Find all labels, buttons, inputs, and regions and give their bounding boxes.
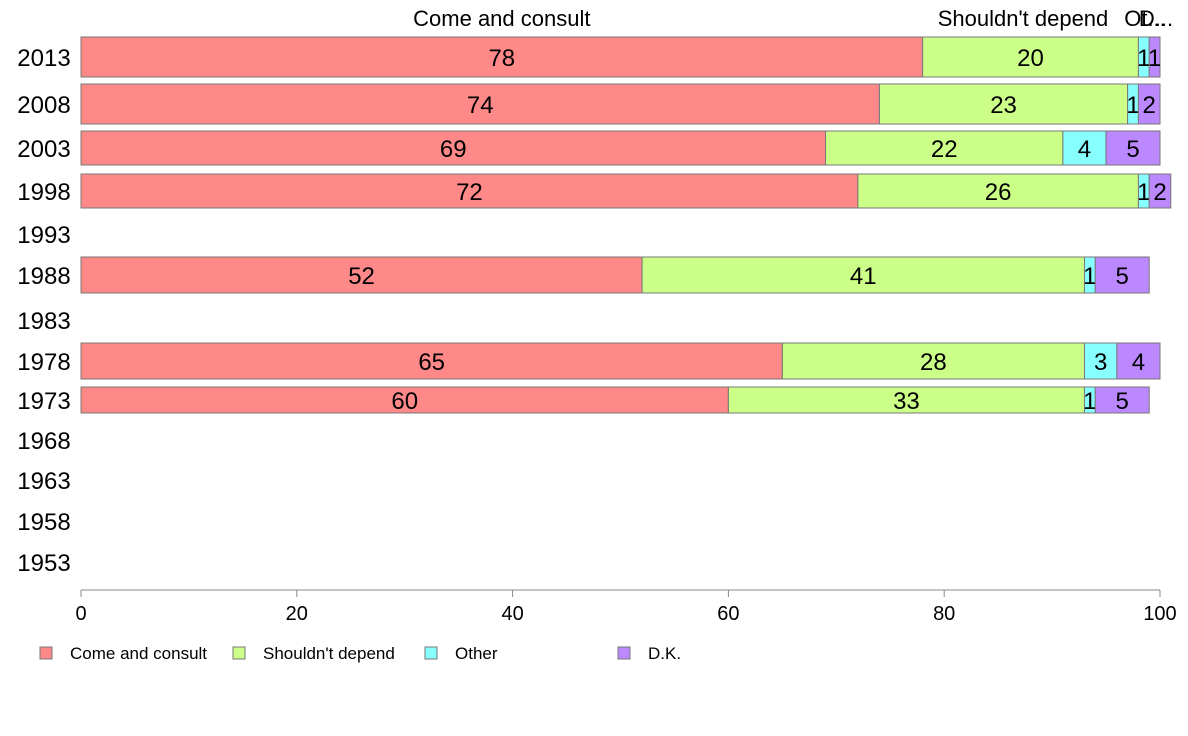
bar-1978-shouldn-t-depend [781,342,1085,380]
legend-swatch-0 [39,646,53,660]
data-label-1998-1: 26 [985,179,1012,206]
bar-1998-come-and-consult [80,173,859,209]
x-tick-label-40: 40 [501,603,523,625]
data-label-1978-2: 3 [1094,349,1107,376]
bar-1978-come-and-consult [80,342,783,380]
data-label-1978-3: 4 [1132,349,1145,376]
data-label-1978-0: 65 [418,349,445,376]
y-label-1973: 1973 [17,388,70,415]
data-label-2013-0: 78 [488,45,515,72]
bar-1988-d-k- [1094,256,1150,294]
bar-1973-d-k- [1094,386,1150,414]
data-label-1988-2: 1 [1083,263,1096,290]
legend-swatch-2 [424,646,438,660]
bar-1998-shouldn-t-depend [857,173,1139,209]
data-label-1988-1: 41 [850,263,877,290]
data-label-2008-0: 74 [467,92,494,119]
data-label-1998-0: 72 [456,179,483,206]
top-label-3: D... [1139,6,1173,31]
data-label-1988-0: 52 [348,263,375,290]
data-label-2013-3: 1 [1148,45,1161,72]
legend: Come and consult Shouldn't depend Other D.K… [39,644,681,663]
data-label-2003-1: 22 [931,136,958,163]
data-label-1998-3: 2 [1153,179,1166,206]
legend-label-0: Come and consult [70,644,207,663]
legend-label-1: Shouldn't depend [263,644,395,663]
x-axis: 0 20 40 60 80 100 [75,589,1177,625]
x-tick-label-60: 60 [717,603,739,625]
y-label-1968: 1968 [17,428,70,455]
data-label-2003-3: 5 [1126,136,1139,163]
top-label-2: Ot... [1124,6,1166,31]
x-tick-label-20: 20 [286,603,308,625]
bar-2003-d-k- [1105,130,1161,166]
x-tick-label-80: 80 [933,603,955,625]
data-label-1973-2: 1 [1083,388,1096,415]
bar-2003-other [1062,130,1107,166]
bar-2013-shouldn-t-depend [922,36,1139,78]
data-label-1978-1: 28 [920,349,947,376]
data-label-1973-1: 33 [893,388,920,415]
data-label-1988-3: 5 [1116,263,1129,290]
y-label-2008: 2008 [17,92,70,119]
data-label-2008-2: 1 [1126,92,1139,119]
bar-1988-shouldn-t-depend [641,256,1085,294]
bar-1998-d-k- [1148,173,1172,209]
y-axis-labels: 2013 2008 2003 1998 1993 1988 1983 1978 1973 1968… [17,45,70,577]
y-label-1963: 1963 [17,468,70,495]
data-label-2003-2: 4 [1078,136,1091,163]
legend-label-2: Other [455,644,498,663]
data-label-2013-1: 20 [1017,45,1044,72]
top-category-labels: Come and consult Shouldn't depend Ot...D..… [413,6,1173,31]
data-label-2003-0: 69 [440,136,467,163]
data-label-1973-3: 5 [1116,388,1129,415]
y-label-1988: 1988 [17,263,70,290]
data-label-1998-2: 1 [1137,179,1150,206]
y-label-1983: 1983 [17,308,70,335]
x-tick-label-100: 100 [1143,603,1176,625]
bar-1973-come-and-consult [80,386,729,414]
data-label-2008-1: 23 [990,92,1017,119]
y-label-1978: 1978 [17,349,70,376]
bar-2008-d-k- [1137,83,1161,125]
legend-swatch-1 [232,646,246,660]
y-label-1993: 1993 [17,222,70,249]
y-label-1998: 1998 [17,179,70,206]
legend-label-3: D.K. [648,644,681,663]
bar-2013-d-k- [1148,36,1161,78]
y-label-2013: 2013 [17,45,70,72]
data-label-1973-0: 60 [391,388,418,415]
y-label-2003: 2003 [17,136,70,163]
top-label-0: Come and consult [413,6,590,31]
data-label-2013-2: 1 [1137,45,1150,72]
y-label-1958: 1958 [17,509,70,536]
legend-swatch-3 [617,646,631,660]
bar-2013-come-and-consult [80,36,924,78]
y-label-1953: 1953 [17,550,70,577]
data-label-2008-3: 2 [1143,92,1156,119]
bar-1978-d-k- [1116,342,1161,380]
x-tick-label-0: 0 [75,603,86,625]
top-label-1: Shouldn't depend [938,6,1109,31]
